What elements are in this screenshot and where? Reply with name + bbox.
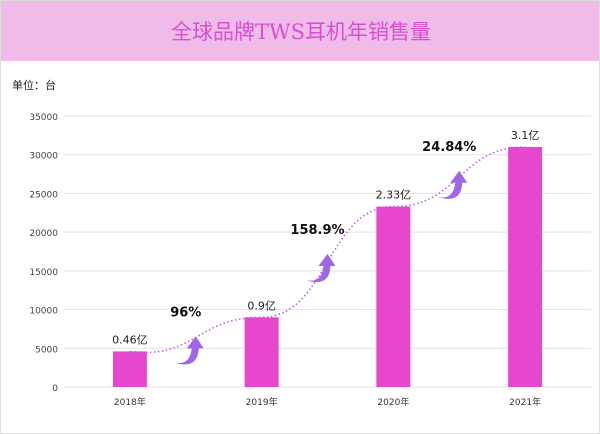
y-tick-label: 0 (52, 384, 58, 394)
y-tick-label: 25000 (29, 190, 58, 200)
data-label: 2.33亿 (376, 189, 412, 202)
growth-arrow-icon (437, 170, 468, 199)
title-banner: 全球品牌TWS耳机年销售量 (1, 1, 599, 61)
y-tick-label: 5000 (35, 345, 58, 355)
x-tick-label: 2019年 (246, 396, 278, 408)
growth-arrow-icon (173, 336, 204, 365)
y-tick-label: 30000 (29, 152, 58, 162)
data-label: 0.46亿 (112, 333, 148, 346)
chart-title: 全球品牌TWS耳机年销售量 (171, 20, 431, 44)
x-tick-label: 2021年 (509, 396, 541, 408)
data-label: 0.9亿 (247, 299, 276, 312)
x-tick-label: 2018年 (114, 396, 146, 408)
trend-line (129, 146, 526, 354)
growth-label: 96% (170, 305, 201, 320)
bar (508, 146, 543, 387)
y-tick-label: 35000 (29, 113, 58, 123)
bar (112, 351, 147, 387)
y-tick-label: 15000 (29, 268, 58, 278)
bar (376, 206, 411, 387)
y-tick-label: 10000 (29, 307, 58, 317)
x-tick-label: 2020年 (377, 396, 409, 408)
data-label: 3.1亿 (511, 129, 540, 142)
growth-arrow-icon (305, 253, 336, 283)
y-tick-label: 20000 (29, 229, 58, 239)
growth-label: 24.84% (422, 140, 476, 155)
unit-label: 单位：台 (12, 79, 56, 92)
bar (244, 317, 279, 387)
growth-label: 158.9% (290, 223, 344, 238)
